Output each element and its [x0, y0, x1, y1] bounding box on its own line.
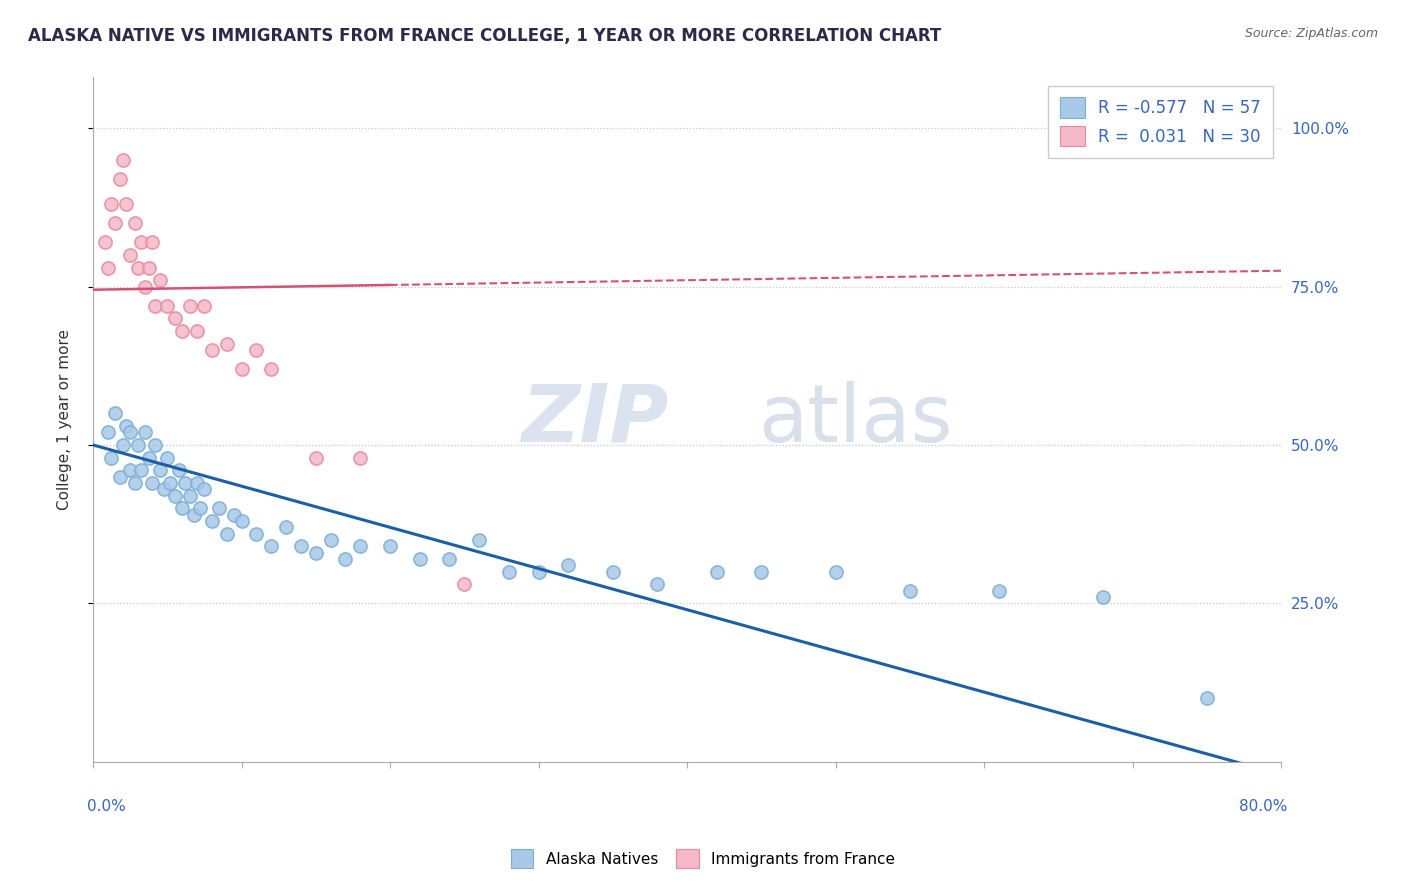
- Point: [129, 235, 152, 250]
- Point: [706, 565, 728, 579]
- Point: [94, 235, 117, 250]
- Point: [120, 248, 142, 262]
- Point: [100, 450, 122, 465]
- Point: [104, 216, 127, 230]
- Point: [138, 450, 160, 465]
- Point: [141, 235, 163, 250]
- Point: [378, 539, 401, 553]
- Text: ZIP: ZIP: [520, 381, 668, 458]
- Text: 80.0%: 80.0%: [1239, 799, 1286, 814]
- Point: [111, 153, 134, 167]
- Point: [172, 501, 194, 516]
- Point: [201, 343, 224, 357]
- Point: [186, 324, 208, 338]
- Point: [274, 520, 297, 534]
- Legend: Alaska Natives, Immigrants from France: Alaska Natives, Immigrants from France: [503, 841, 903, 875]
- Point: [824, 565, 846, 579]
- Point: [114, 197, 136, 211]
- Point: [349, 450, 371, 465]
- Point: [231, 514, 253, 528]
- Point: [104, 406, 127, 420]
- Point: [498, 565, 520, 579]
- Point: [749, 565, 772, 579]
- Point: [100, 197, 122, 211]
- Point: [114, 419, 136, 434]
- Point: [149, 273, 172, 287]
- Point: [305, 546, 328, 560]
- Text: ALASKA NATIVE VS IMMIGRANTS FROM FRANCE COLLEGE, 1 YEAR OR MORE CORRELATION CHAR: ALASKA NATIVE VS IMMIGRANTS FROM FRANCE …: [28, 27, 942, 45]
- Point: [179, 299, 201, 313]
- Point: [163, 311, 186, 326]
- Point: [409, 552, 432, 566]
- Point: [260, 362, 283, 376]
- Point: [527, 565, 550, 579]
- Point: [201, 514, 224, 528]
- Point: [108, 171, 131, 186]
- Point: [120, 463, 142, 477]
- Point: [97, 260, 120, 275]
- Point: [898, 583, 921, 598]
- Point: [129, 463, 152, 477]
- Point: [149, 463, 172, 477]
- Point: [174, 475, 197, 490]
- Point: [557, 558, 579, 573]
- Point: [108, 469, 131, 483]
- Point: [602, 565, 624, 579]
- Point: [245, 343, 267, 357]
- Point: [349, 539, 371, 553]
- Point: [335, 552, 357, 566]
- Point: [305, 450, 328, 465]
- Point: [134, 279, 156, 293]
- Point: [987, 583, 1010, 598]
- Point: [153, 483, 176, 497]
- Point: [1195, 691, 1218, 706]
- Point: [124, 475, 146, 490]
- Legend: R = -0.577   N = 57, R =  0.031   N = 30: R = -0.577 N = 57, R = 0.031 N = 30: [1049, 86, 1272, 158]
- Point: [1091, 590, 1114, 604]
- Point: [97, 425, 120, 440]
- Text: atlas: atlas: [758, 381, 953, 458]
- Point: [138, 260, 160, 275]
- Point: [468, 533, 491, 547]
- Text: 0.0%: 0.0%: [87, 799, 125, 814]
- Point: [208, 501, 231, 516]
- Point: [193, 299, 215, 313]
- Point: [245, 526, 267, 541]
- Point: [156, 299, 179, 313]
- Point: [439, 552, 461, 566]
- Point: [179, 489, 201, 503]
- Point: [156, 450, 179, 465]
- Point: [215, 336, 238, 351]
- Point: [159, 475, 181, 490]
- Point: [290, 539, 312, 553]
- Point: [111, 438, 134, 452]
- Point: [172, 324, 194, 338]
- Point: [260, 539, 283, 553]
- Point: [127, 260, 149, 275]
- Point: [215, 526, 238, 541]
- Point: [186, 475, 208, 490]
- Point: [222, 508, 245, 522]
- Point: [647, 577, 669, 591]
- Point: [127, 438, 149, 452]
- Point: [188, 501, 211, 516]
- Point: [134, 425, 156, 440]
- Point: [193, 483, 215, 497]
- Point: [145, 438, 167, 452]
- Point: [163, 489, 186, 503]
- Point: [319, 533, 342, 547]
- Point: [124, 216, 146, 230]
- Y-axis label: College, 1 year or more: College, 1 year or more: [58, 329, 72, 510]
- Point: [167, 463, 190, 477]
- Point: [453, 577, 475, 591]
- Point: [141, 475, 163, 490]
- Point: [120, 425, 142, 440]
- Point: [145, 299, 167, 313]
- Point: [231, 362, 253, 376]
- Point: [183, 508, 205, 522]
- Text: Source: ZipAtlas.com: Source: ZipAtlas.com: [1244, 27, 1378, 40]
